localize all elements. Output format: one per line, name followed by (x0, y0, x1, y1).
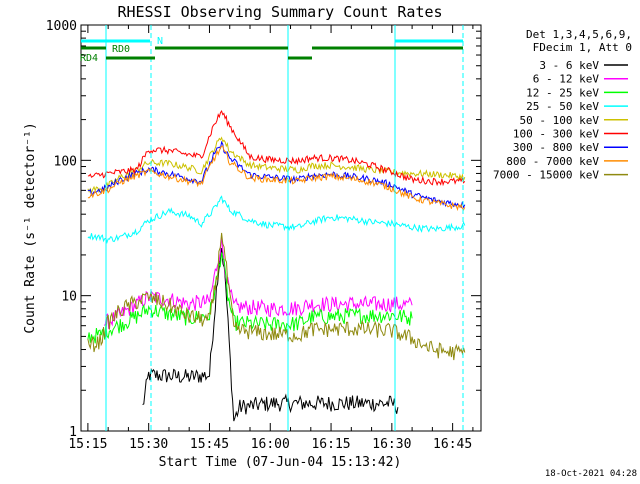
x-tick-label: 15:45 (190, 437, 229, 452)
x-tick-label: 16:15 (311, 437, 350, 452)
legend-entry-label: 300 - 800 keV (513, 141, 599, 154)
status-bars: N RD0 RD4 (80, 36, 463, 64)
rd0-label: RD0 (112, 44, 130, 55)
legend-entry-label: 25 - 50 keV (526, 100, 599, 113)
series-line-50-100-kev (87, 136, 466, 195)
x-tick-label: 16:45 (433, 437, 472, 452)
x-tick-label: 16:00 (251, 437, 290, 452)
instrument-markers (105, 25, 464, 431)
y-axis-ticks: 1 10 100 1000 (46, 19, 481, 440)
chart-title: RHESSI Observing Summary Count Rates (117, 3, 442, 21)
generated-timestamp: 18-Oct-2021 04:28 (545, 469, 637, 479)
y-tick-label: 1000 (46, 19, 77, 34)
y-axis-label: Count Rate (s⁻¹ detector⁻¹) (23, 122, 38, 333)
series-line-12-25-kev (87, 252, 413, 344)
series-line-6-12-kev (103, 236, 413, 329)
series-line-25-50-kev (87, 195, 466, 245)
x-axis-label: Start Time (07-Jun-04 15:13:42) (159, 455, 402, 470)
legend-header-line: Det 1,3,4,5,6,9, (526, 28, 632, 41)
plot-area-frame (80, 24, 482, 432)
legend-entry-label: 7000 - 15000 keV (493, 169, 599, 182)
rd4-label: RD4 (80, 53, 98, 64)
legend-header-line: FDecim 1, Att 0 (533, 41, 632, 54)
legend-entry-label: 6 - 12 keV (533, 73, 600, 86)
y-tick-label: 10 (61, 290, 77, 305)
x-tick-label: 15:15 (68, 437, 107, 452)
legend-entry-label: 12 - 25 keV (526, 86, 599, 99)
x-tick-label: 16:30 (372, 437, 411, 452)
legend-entry-label: 100 - 300 keV (513, 128, 599, 141)
y-tick-label: 100 (54, 154, 77, 169)
legend-entry-label: 3 - 6 keV (539, 59, 599, 72)
series-line-3-6-kev (142, 247, 399, 422)
x-tick-label: 15:30 (129, 437, 168, 452)
series-line-7000-15000-kev (87, 232, 466, 361)
n-label: N (157, 36, 163, 47)
legend: Det 1,3,4,5,6,9,FDecim 1, Att 0 3 - 6 keV… (493, 28, 632, 182)
series-line-100-300-kev (87, 110, 466, 187)
legend-entry-label: 50 - 100 keV (520, 114, 600, 127)
series-group (87, 110, 466, 422)
x-axis-ticks: 15:15 15:30 15:45 16:00 16:15 16:30 16:45 (68, 25, 474, 452)
y-tick-label: 1 (69, 425, 77, 440)
legend-entry-label: 800 - 7000 keV (506, 155, 599, 168)
